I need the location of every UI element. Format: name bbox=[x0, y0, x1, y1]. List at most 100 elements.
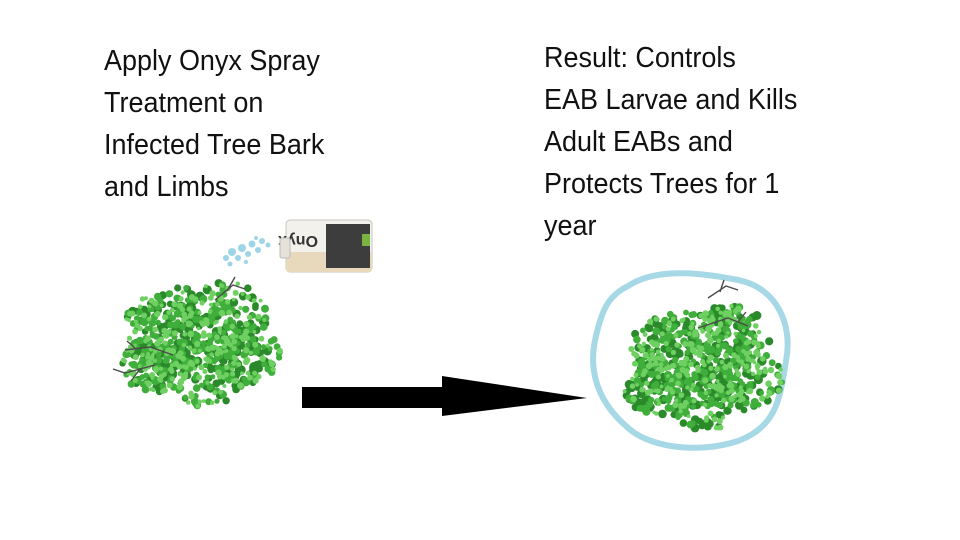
leaf bbox=[261, 360, 268, 368]
leaf bbox=[229, 333, 236, 340]
leaf bbox=[159, 303, 164, 308]
leaf bbox=[203, 284, 208, 289]
leaf bbox=[252, 370, 258, 376]
leaf bbox=[176, 383, 183, 391]
leaf bbox=[647, 318, 654, 325]
leaf bbox=[259, 323, 268, 331]
leaf bbox=[177, 378, 185, 385]
leaf bbox=[722, 364, 729, 371]
leaf bbox=[152, 326, 159, 333]
leaf bbox=[259, 355, 266, 362]
leaf bbox=[265, 343, 270, 348]
leaf bbox=[231, 297, 236, 302]
leaf bbox=[238, 335, 244, 340]
leaf bbox=[158, 366, 164, 371]
leaf bbox=[642, 332, 648, 337]
leaf bbox=[752, 360, 757, 365]
leaf bbox=[245, 370, 251, 376]
leaf bbox=[225, 377, 233, 384]
leaf bbox=[657, 402, 661, 406]
leaf bbox=[238, 305, 243, 311]
leaf bbox=[182, 331, 188, 337]
leaf bbox=[700, 328, 706, 334]
leaf bbox=[715, 343, 720, 348]
leaf bbox=[178, 296, 184, 302]
leaf bbox=[656, 374, 661, 380]
leaf bbox=[208, 309, 213, 313]
leaf bbox=[236, 361, 242, 367]
leaf bbox=[710, 316, 716, 323]
leaf bbox=[219, 283, 224, 288]
leaf bbox=[759, 390, 765, 396]
leaf bbox=[205, 346, 211, 352]
leaf bbox=[707, 396, 715, 404]
leaf bbox=[149, 355, 155, 360]
leaf bbox=[136, 309, 144, 316]
leaf bbox=[675, 380, 681, 387]
leaf bbox=[685, 385, 690, 390]
leaf bbox=[750, 371, 756, 377]
leaf bbox=[161, 372, 167, 377]
leaf bbox=[750, 401, 757, 409]
leaf bbox=[212, 390, 218, 396]
infected-tree-icon bbox=[112, 276, 283, 410]
leaf bbox=[640, 327, 646, 334]
leaf bbox=[763, 396, 772, 405]
leaf bbox=[169, 376, 175, 382]
leaf bbox=[209, 352, 214, 357]
leaf bbox=[145, 355, 150, 360]
leaf bbox=[139, 296, 146, 302]
leaf bbox=[245, 342, 251, 348]
leaf bbox=[747, 382, 754, 389]
leaf bbox=[659, 375, 667, 383]
leaf bbox=[632, 360, 638, 367]
leaf bbox=[745, 345, 751, 351]
result-arrow-icon bbox=[302, 376, 587, 416]
leaf bbox=[711, 416, 718, 423]
leaf bbox=[739, 359, 744, 364]
leaf bbox=[706, 337, 714, 344]
leaf bbox=[158, 378, 164, 383]
leaf bbox=[718, 310, 723, 315]
leaf bbox=[720, 342, 729, 350]
leaf bbox=[193, 332, 202, 341]
spray-mist-icon bbox=[223, 236, 271, 267]
leaf bbox=[679, 419, 688, 427]
leaf bbox=[678, 392, 685, 398]
leaf bbox=[244, 284, 252, 292]
leaf bbox=[224, 299, 231, 305]
leaf bbox=[629, 383, 636, 389]
leaf bbox=[189, 310, 195, 316]
leaf bbox=[670, 349, 677, 356]
leaf bbox=[653, 360, 659, 365]
leaf bbox=[714, 366, 720, 372]
leaf bbox=[707, 383, 713, 389]
leaf bbox=[222, 321, 231, 330]
leaf bbox=[243, 321, 250, 328]
leaf bbox=[760, 356, 766, 362]
leaf bbox=[192, 316, 200, 324]
leaf bbox=[223, 302, 232, 311]
leaf bbox=[707, 354, 714, 361]
leaf bbox=[735, 305, 742, 313]
leaf bbox=[756, 329, 762, 335]
leaf bbox=[146, 316, 152, 322]
leaf bbox=[675, 372, 680, 377]
leaf bbox=[768, 359, 776, 367]
leaf bbox=[727, 361, 733, 368]
leaf bbox=[140, 352, 145, 358]
leaf bbox=[214, 334, 220, 340]
leaf bbox=[716, 418, 723, 425]
leaf bbox=[730, 395, 735, 400]
leaf bbox=[750, 354, 757, 360]
leaf bbox=[201, 330, 207, 336]
leaf bbox=[691, 347, 697, 353]
leaf bbox=[256, 374, 262, 380]
leaf bbox=[705, 332, 712, 339]
leaf bbox=[724, 335, 729, 339]
leaf bbox=[137, 364, 142, 369]
leaf bbox=[729, 303, 734, 309]
leaf bbox=[205, 358, 211, 364]
leaf bbox=[183, 364, 189, 370]
leaf bbox=[633, 351, 638, 356]
